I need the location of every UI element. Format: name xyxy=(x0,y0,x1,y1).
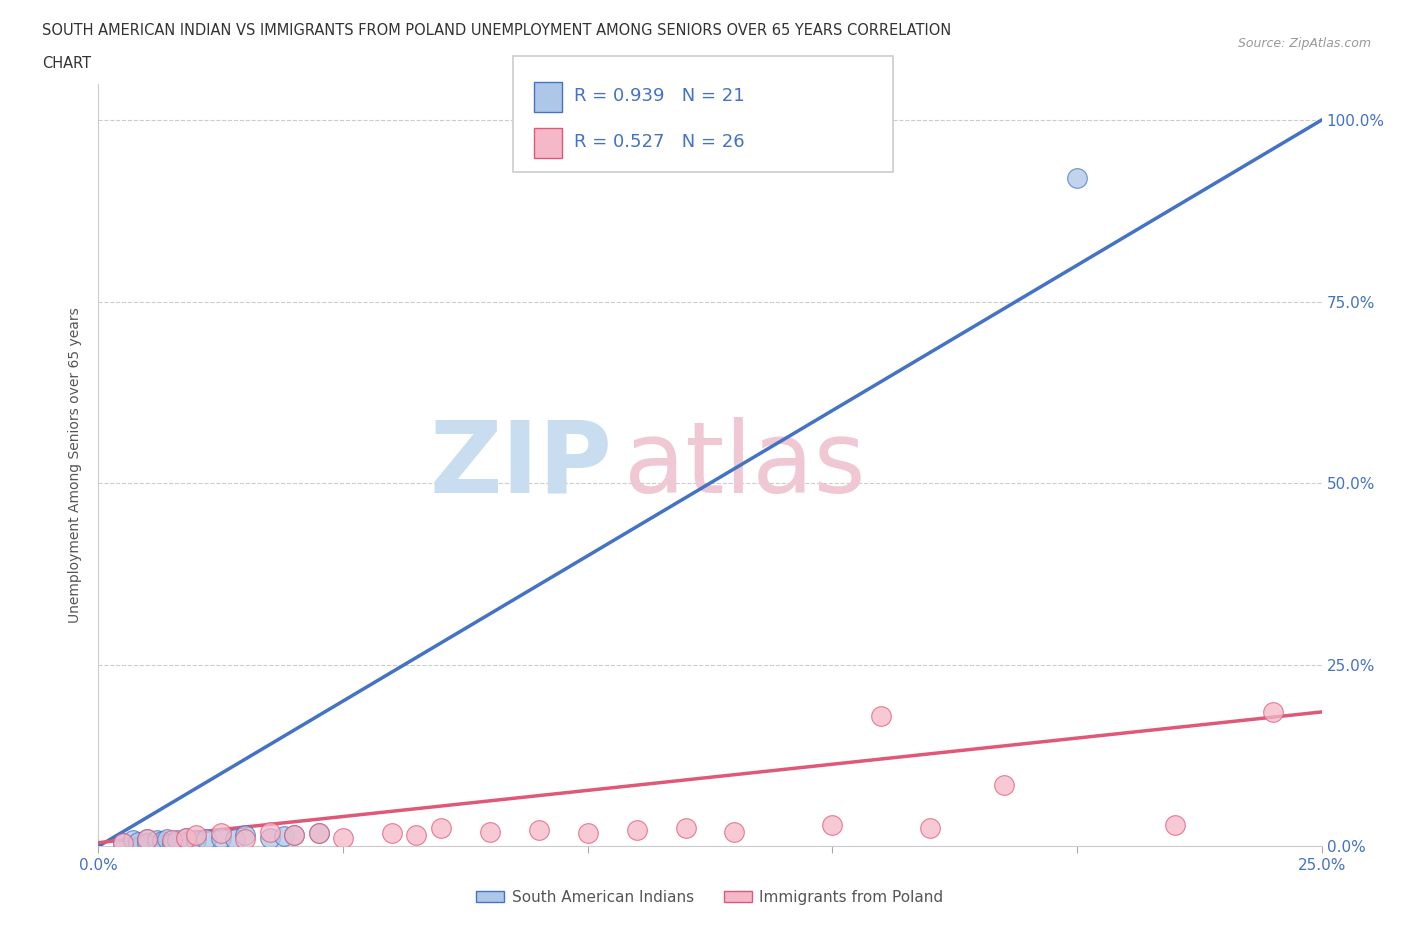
Point xyxy=(527,823,550,838)
Point xyxy=(626,823,648,838)
Point xyxy=(1164,817,1187,832)
Point xyxy=(186,828,208,843)
Point xyxy=(127,834,149,849)
Text: CHART: CHART xyxy=(42,56,91,71)
Point xyxy=(111,835,134,850)
Text: Source: ZipAtlas.com: Source: ZipAtlas.com xyxy=(1237,37,1371,50)
Point xyxy=(723,824,745,839)
Point xyxy=(136,835,159,850)
Point xyxy=(993,777,1015,792)
Point xyxy=(121,833,143,848)
Point xyxy=(176,830,198,845)
Point xyxy=(405,828,427,843)
Text: ZIP: ZIP xyxy=(429,417,612,513)
Point xyxy=(224,831,246,846)
Point xyxy=(1066,171,1088,186)
Point xyxy=(381,826,404,841)
Point xyxy=(283,828,305,843)
Text: atlas: atlas xyxy=(624,417,866,513)
Point xyxy=(233,831,256,846)
Text: R = 0.527   N = 26: R = 0.527 N = 26 xyxy=(574,133,744,152)
Point xyxy=(160,833,183,848)
Y-axis label: Unemployment Among Seniors over 65 years: Unemployment Among Seniors over 65 years xyxy=(69,307,83,623)
Point xyxy=(283,828,305,843)
Point xyxy=(209,826,232,841)
Point xyxy=(136,831,159,846)
Point xyxy=(273,829,295,844)
Point xyxy=(233,828,256,843)
Point xyxy=(478,824,501,839)
Point xyxy=(675,820,697,835)
Text: SOUTH AMERICAN INDIAN VS IMMIGRANTS FROM POLAND UNEMPLOYMENT AMONG SENIORS OVER : SOUTH AMERICAN INDIAN VS IMMIGRANTS FROM… xyxy=(42,23,952,38)
Point xyxy=(195,831,218,846)
Point xyxy=(1261,705,1284,720)
Point xyxy=(308,826,330,841)
Point xyxy=(870,708,893,723)
Point xyxy=(156,831,179,846)
Point xyxy=(166,833,188,848)
Point xyxy=(259,830,281,845)
Point xyxy=(308,826,330,841)
Point xyxy=(146,833,169,848)
Point xyxy=(209,830,232,845)
Point xyxy=(920,820,942,835)
Point xyxy=(430,820,453,835)
Text: R = 0.939   N = 21: R = 0.939 N = 21 xyxy=(574,86,744,105)
Legend: South American Indians, Immigrants from Poland: South American Indians, Immigrants from … xyxy=(471,884,949,911)
Point xyxy=(576,826,599,841)
Point xyxy=(186,833,208,848)
Point xyxy=(160,835,183,850)
Point xyxy=(176,830,198,845)
Point xyxy=(259,824,281,839)
Point xyxy=(111,835,134,850)
Point xyxy=(821,817,844,832)
Point xyxy=(150,834,173,849)
Point xyxy=(136,831,159,846)
Point xyxy=(332,830,354,845)
